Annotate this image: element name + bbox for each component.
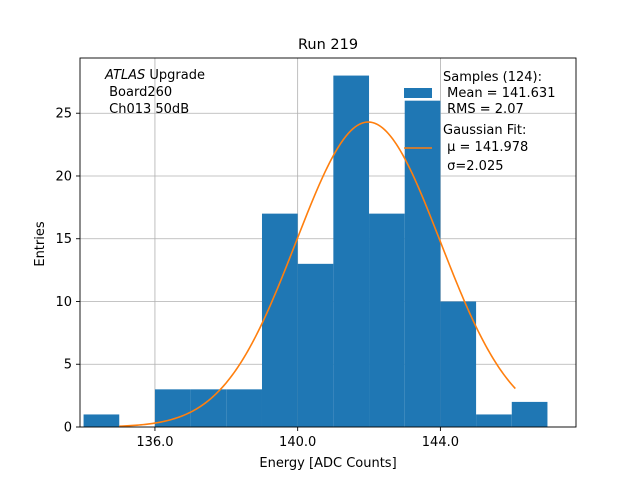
y-tick-label: 0 — [64, 421, 72, 436]
annotation-line-3: Ch013 50dB — [105, 102, 189, 117]
legend-samples-line-2: Mean = 141.631 — [443, 86, 555, 101]
y-tick-label: 20 — [55, 169, 72, 184]
gaussian-fit-curve — [119, 121, 516, 427]
chart-title: Run 219 — [298, 37, 358, 53]
x-axis-label: Energy [ADC Counts] — [259, 456, 396, 471]
legend-samples-line-3: RMS = 2.07 — [443, 102, 524, 117]
histogram-bar — [440, 301, 477, 427]
legend: Samples (124): Mean = 141.631 RMS = 2.07… — [404, 70, 555, 174]
histogram-bar — [226, 389, 262, 427]
axes — [76, 57, 577, 431]
annotation-upgrade: Upgrade — [145, 68, 205, 83]
histogram-bar — [333, 75, 370, 428]
histogram-bar — [404, 100, 441, 428]
annotation-line-1: ATLAS Upgrade — [104, 68, 205, 83]
y-tick-label: 15 — [55, 232, 72, 247]
legend-fit-line-1: Gaussian Fit: — [443, 123, 526, 138]
x-tick-label: 140.0 — [279, 435, 316, 450]
tick-labels: 136.0 140.0 144.0 0 5 10 15 20 25 — [55, 107, 459, 450]
plot-frame — [79, 57, 577, 428]
histogram-bar — [476, 414, 512, 427]
histogram-bar — [511, 401, 548, 427]
y-tick-label: 10 — [55, 295, 72, 310]
legend-fit-line-3: σ=2.025 — [443, 159, 503, 174]
annotation-atlas: ATLAS — [104, 68, 145, 83]
y-tick-label: 5 — [64, 358, 72, 373]
y-tick-label: 25 — [55, 107, 72, 122]
histogram-bar — [297, 263, 334, 427]
histogram-bar — [369, 213, 405, 427]
legend-samples-line-1: Samples (124): — [443, 70, 542, 85]
histogram-bar — [83, 414, 120, 427]
y-axis-label: Entries — [33, 221, 48, 267]
x-tick-label: 136.0 — [136, 435, 173, 450]
legend-fit-line-2: μ = 141.978 — [443, 140, 528, 155]
gaussian-fit — [119, 121, 516, 427]
histogram-bar — [154, 389, 191, 427]
atlas-annotation: ATLAS Upgrade Board260 Ch013 50dB — [104, 68, 205, 117]
histogram-bars — [83, 75, 548, 428]
annotation-line-2: Board260 — [105, 85, 172, 100]
x-tick-label: 144.0 — [422, 435, 459, 450]
histogram-bar — [261, 213, 298, 427]
histogram-bar — [190, 389, 227, 427]
legend-swatch-samples — [404, 88, 432, 98]
